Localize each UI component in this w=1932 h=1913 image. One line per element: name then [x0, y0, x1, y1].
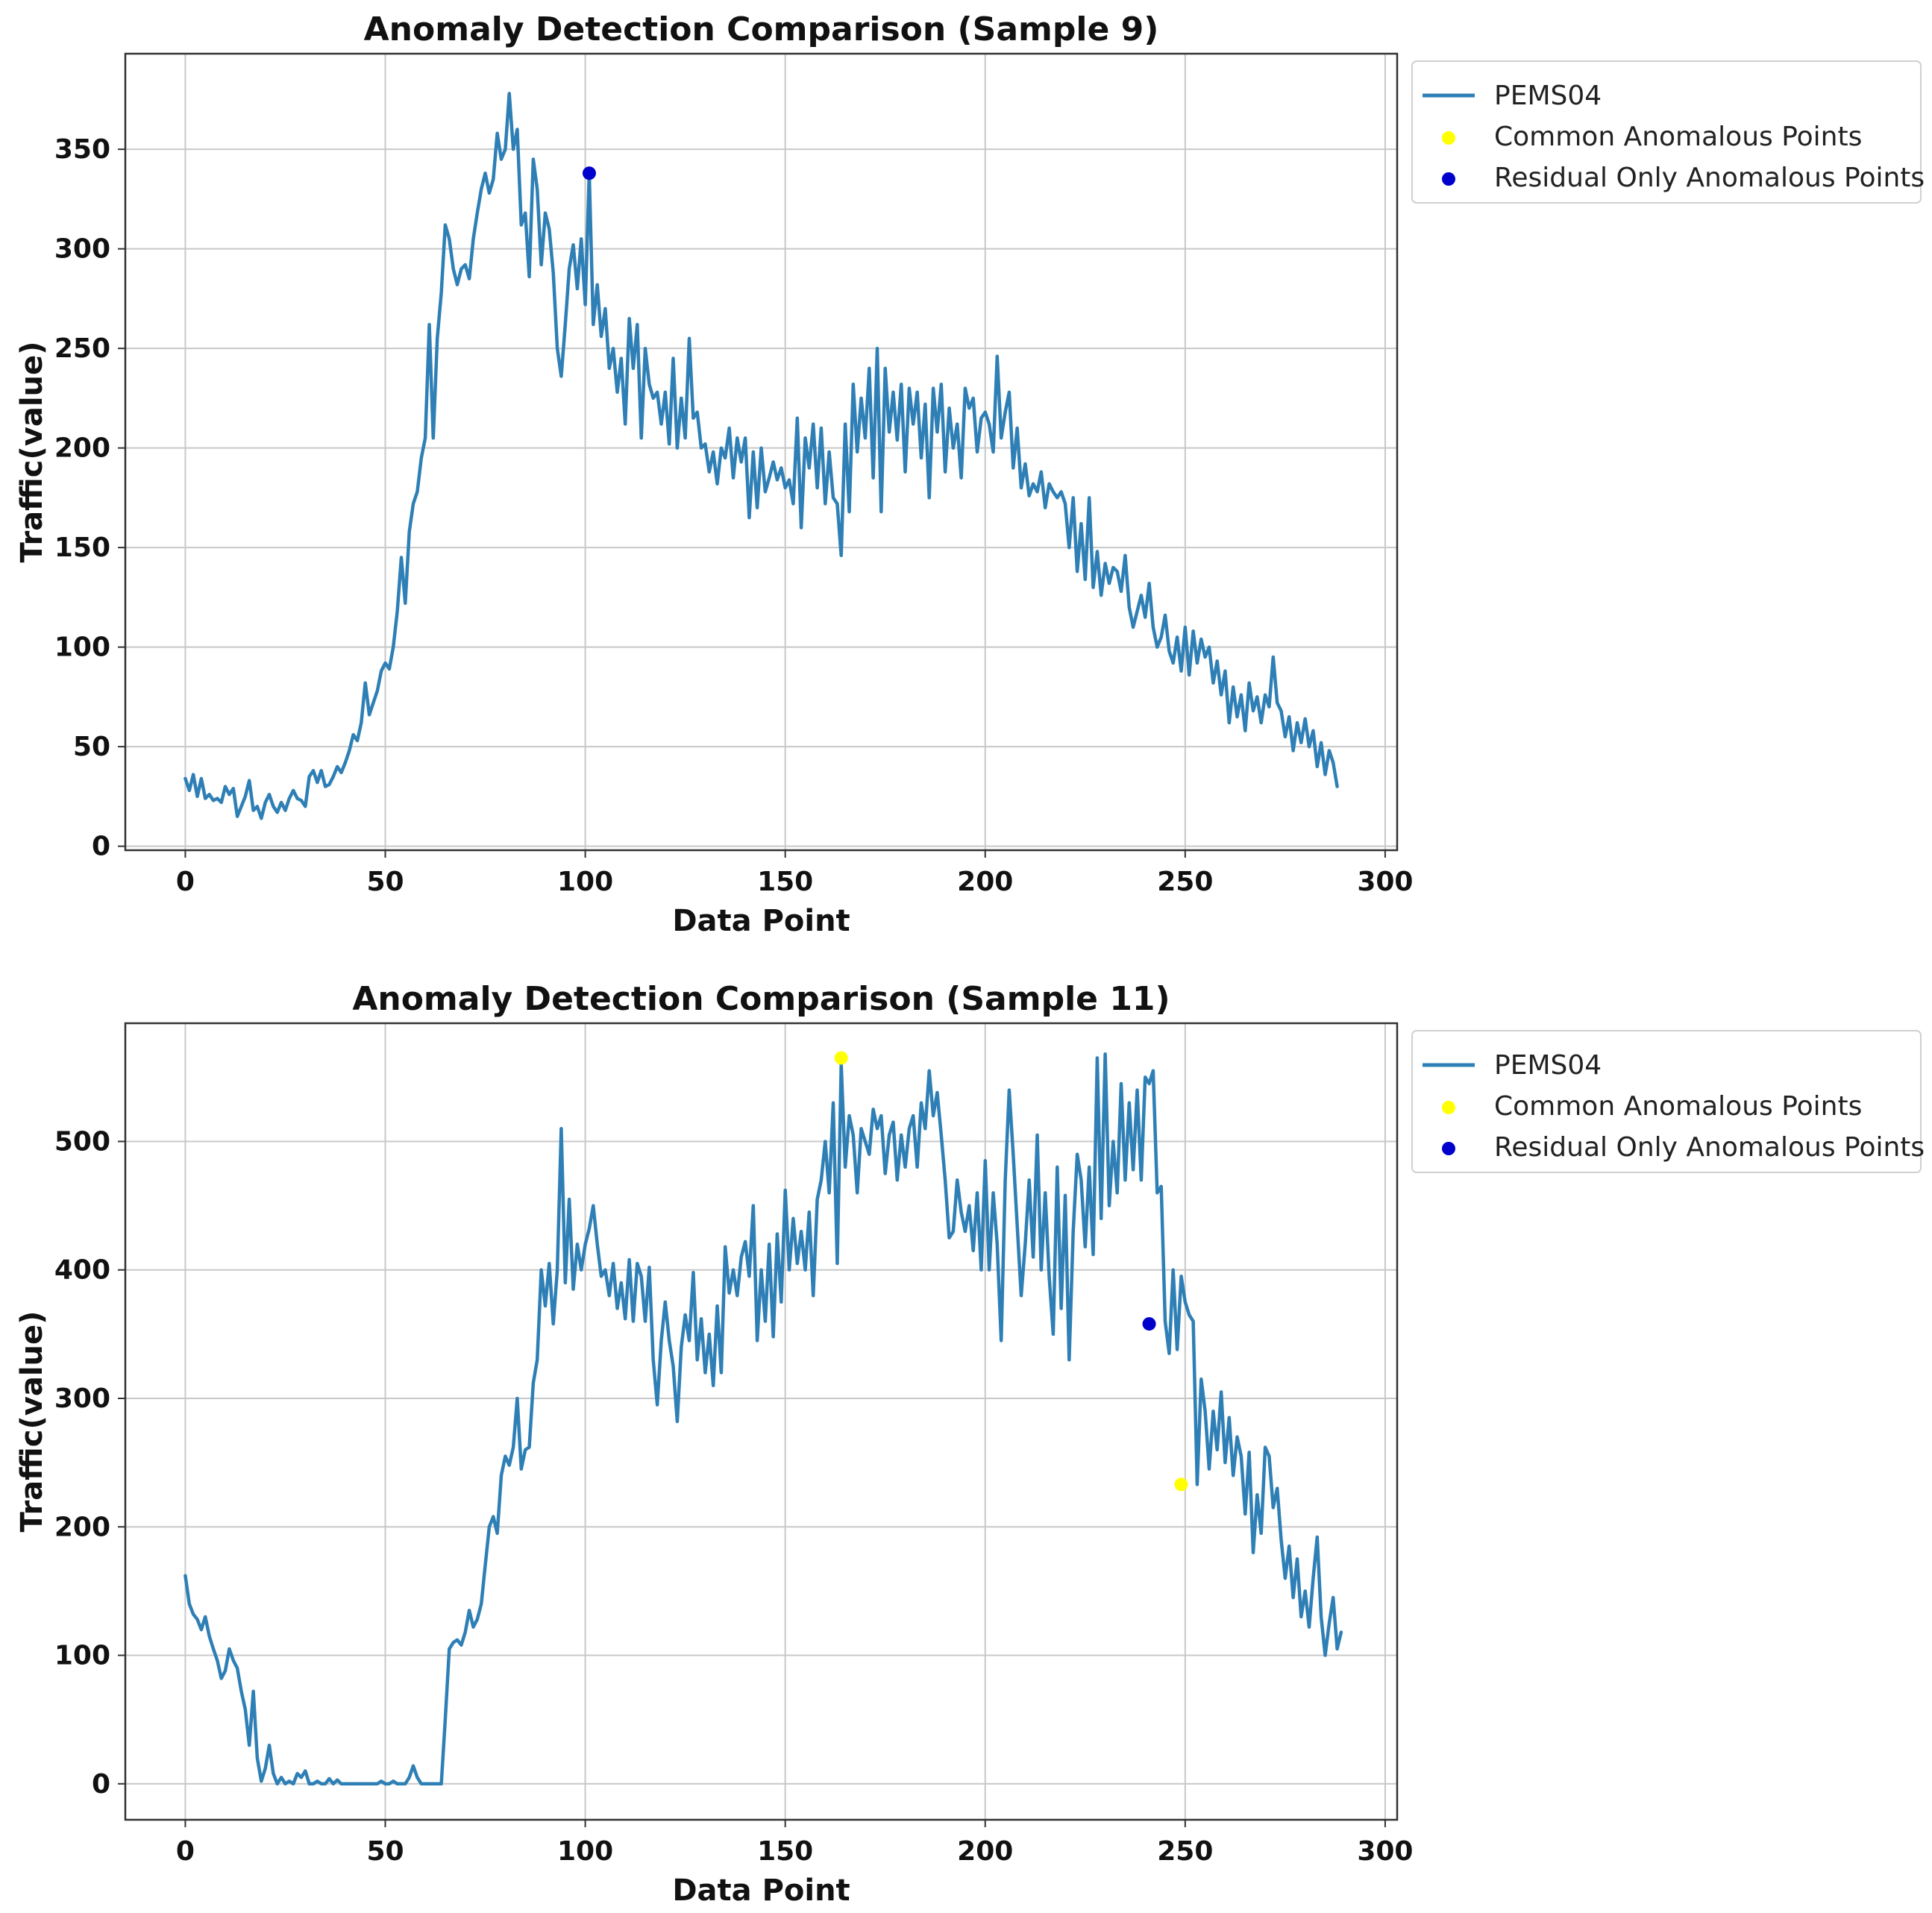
- x-axis-label: Data Point: [672, 904, 850, 938]
- x-tick-label: 0: [176, 867, 195, 897]
- chart-title: Anomaly Detection Comparison (Sample 11): [352, 980, 1170, 1018]
- x-tick-label: 50: [366, 867, 404, 897]
- plot-frame: [124, 1022, 1399, 1821]
- common-anomaly-point: [1174, 1477, 1188, 1492]
- legend-label: PEMS04: [1494, 81, 1602, 111]
- plot-frame: [124, 52, 1399, 852]
- series-line-pems04: [184, 92, 1339, 820]
- y-tick-label: 50: [73, 732, 110, 762]
- legend-label: Residual Only Anomalous Points: [1494, 163, 1925, 193]
- y-tick-label: 0: [92, 1769, 110, 1800]
- legend-residual-swatch: [1442, 1142, 1455, 1155]
- legend-label: Common Anomalous Points: [1494, 1091, 1862, 1122]
- legend: PEMS04 Common Anomalous Points Residual On…: [1411, 1030, 1925, 1173]
- chart-2: Anomaly Detection Comparison (Sample 11)…: [15, 980, 1925, 1908]
- y-tick-label: 150: [54, 533, 110, 563]
- series-line-pems04: [184, 1052, 1343, 1786]
- x-tick-label: 100: [557, 867, 613, 897]
- y-tick-label: 100: [54, 1641, 110, 1671]
- chart-1: Anomaly Detection Comparison (Sample 9) 0…: [15, 10, 1925, 938]
- x-tick-label: 300: [1357, 1836, 1413, 1867]
- x-axis-label: Data Point: [672, 1873, 850, 1908]
- legend: PEMS04 Common Anomalous Points Residual On…: [1411, 60, 1925, 204]
- common-anomaly-point: [834, 1051, 848, 1065]
- x-tick-label: 200: [957, 867, 1013, 897]
- x-tick-label: 250: [1157, 1836, 1213, 1867]
- x-tick-label: 150: [757, 867, 813, 897]
- x-tick-label: 0: [176, 1836, 195, 1867]
- x-tick-label: 200: [957, 1836, 1013, 1867]
- legend-label: PEMS04: [1494, 1050, 1602, 1081]
- y-tick-label: 500: [54, 1126, 110, 1157]
- y-tick-label: 350: [54, 134, 110, 165]
- y-axis-label: Traffic(value): [15, 1311, 49, 1533]
- legend-box: [1411, 1030, 1922, 1173]
- x-tick-label: 300: [1357, 867, 1413, 897]
- x-tick-label: 150: [757, 1836, 813, 1867]
- legend-label: Residual Only Anomalous Points: [1494, 1132, 1925, 1163]
- chart-title: Anomaly Detection Comparison (Sample 9): [364, 10, 1159, 48]
- y-tick-label: 100: [54, 632, 110, 663]
- y-tick-label: 200: [54, 433, 110, 464]
- legend-residual-swatch: [1442, 172, 1455, 186]
- residual-anomaly-point: [582, 166, 596, 180]
- legend-common-swatch: [1442, 131, 1455, 145]
- x-tick-label: 50: [366, 1836, 404, 1867]
- legend-label: Common Anomalous Points: [1494, 122, 1862, 152]
- y-tick-label: 0: [92, 832, 110, 862]
- x-tick-label: 250: [1157, 867, 1213, 897]
- y-tick-label: 400: [54, 1255, 110, 1286]
- legend-box: [1411, 60, 1922, 204]
- y-tick-label: 300: [54, 234, 110, 265]
- residual-anomaly-point: [1142, 1317, 1156, 1331]
- y-tick-label: 300: [54, 1383, 110, 1414]
- x-tick-label: 100: [557, 1836, 613, 1867]
- y-tick-label: 200: [54, 1512, 110, 1542]
- y-tick-label: 250: [54, 333, 110, 364]
- y-axis-label: Traffic(value): [15, 342, 49, 563]
- legend-common-swatch: [1442, 1101, 1455, 1114]
